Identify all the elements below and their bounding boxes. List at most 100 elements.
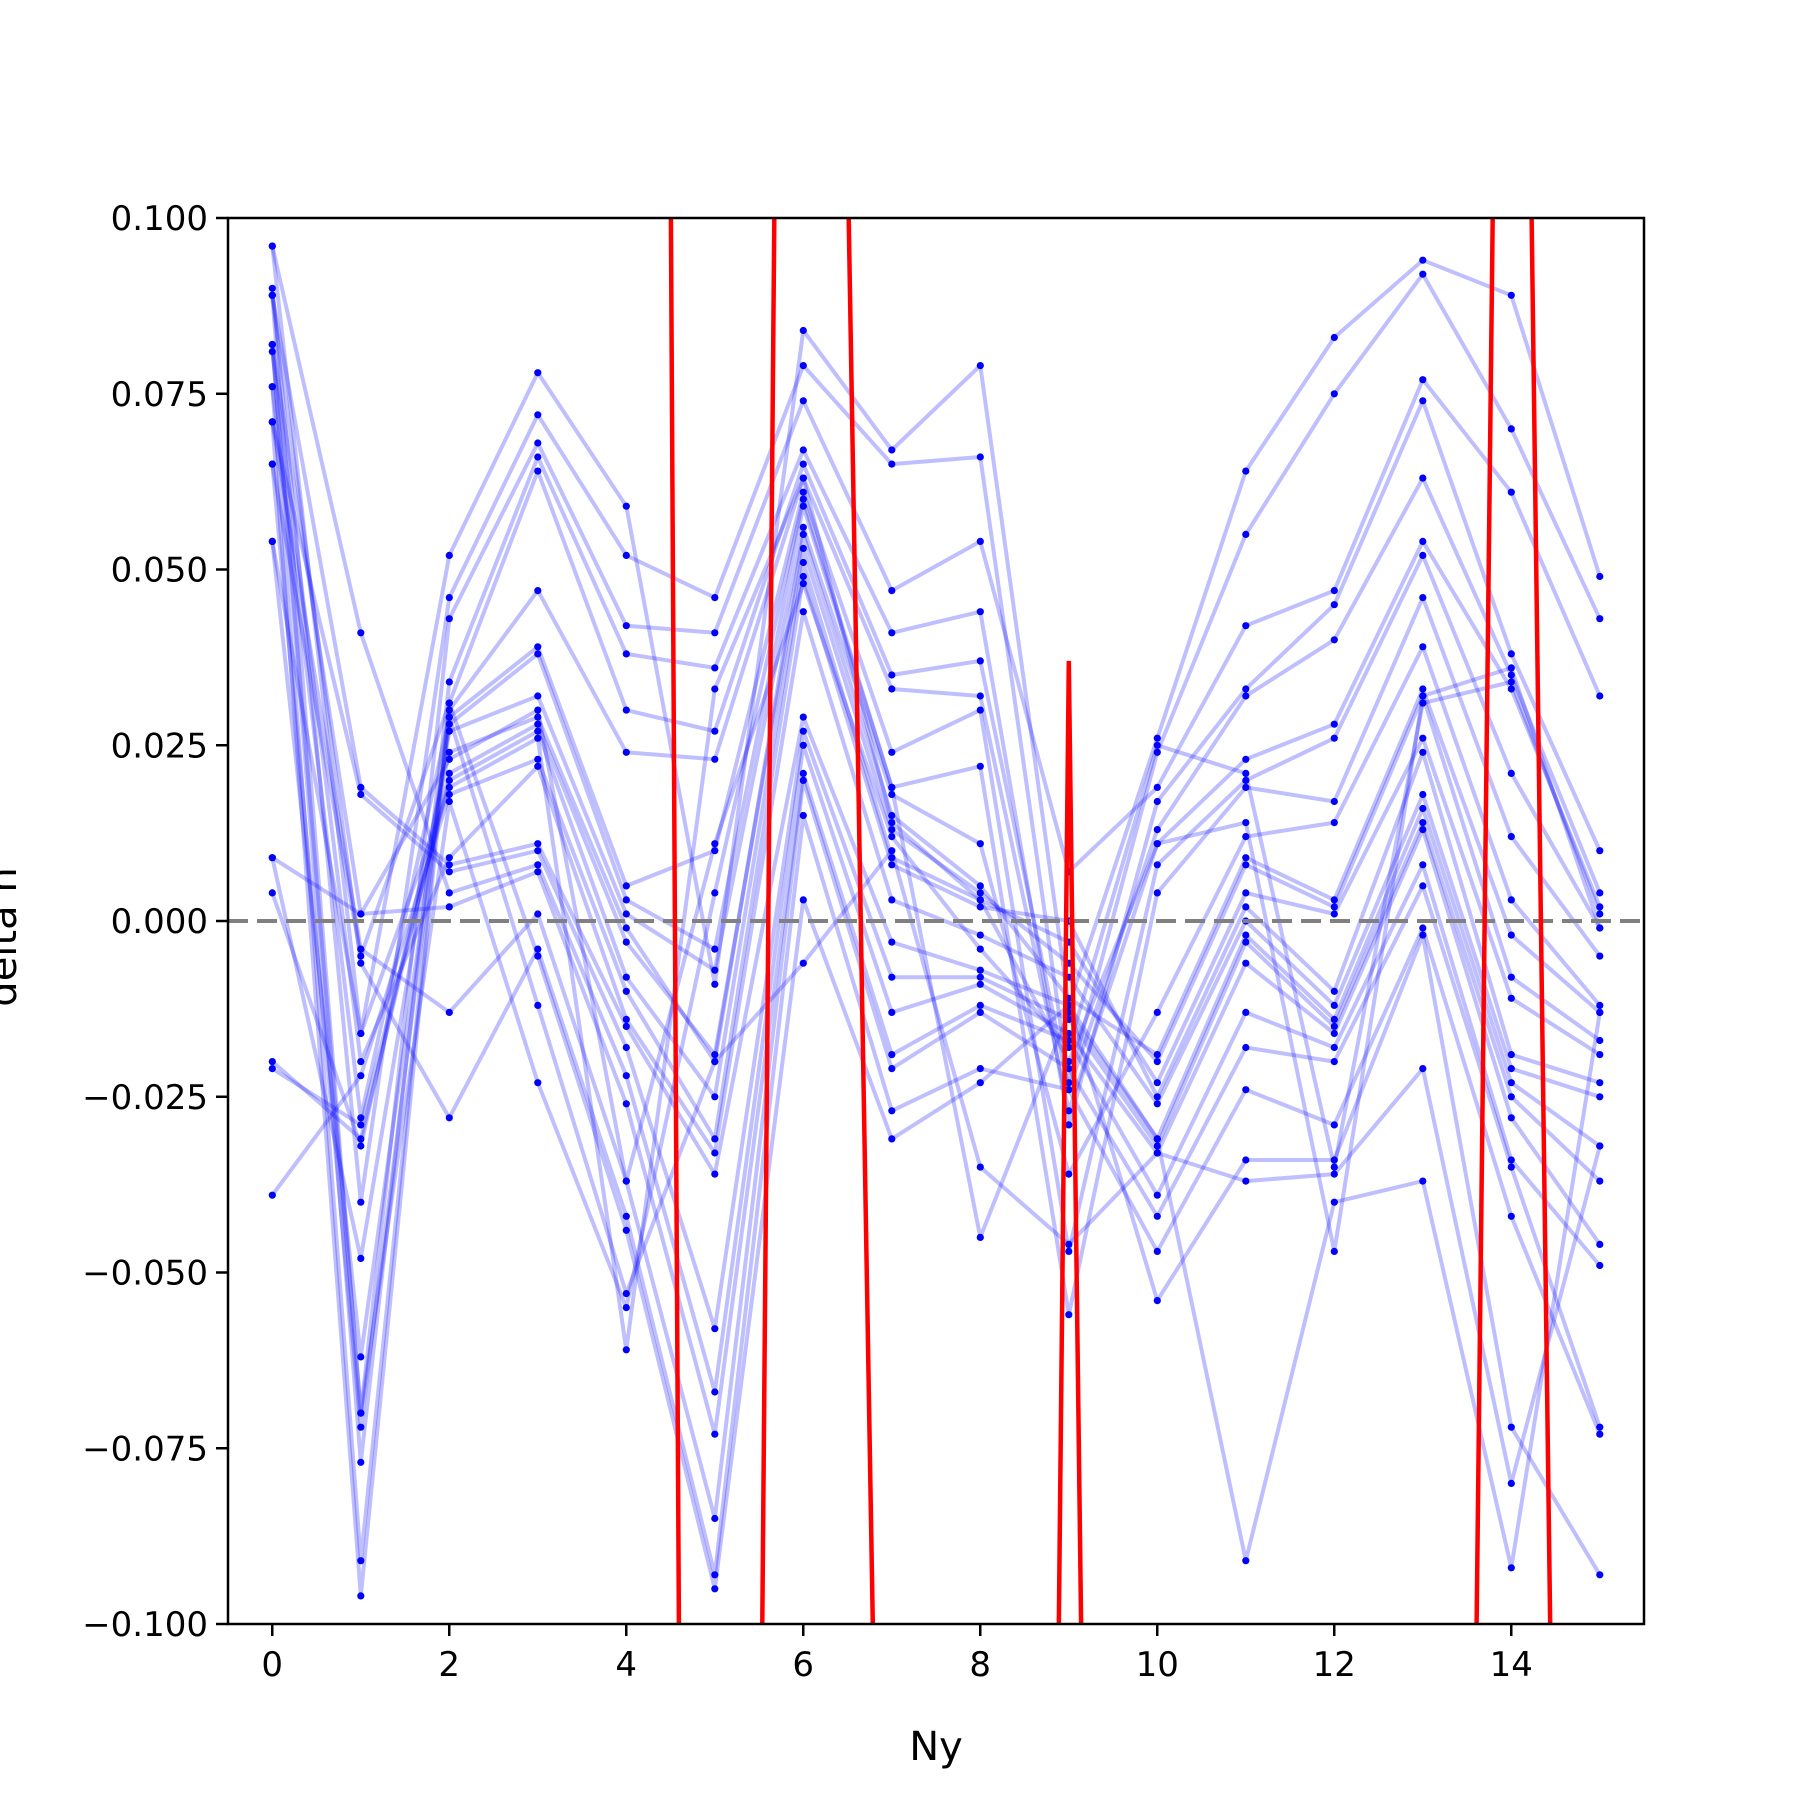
sample-point: [534, 692, 542, 700]
sample-point: [1596, 910, 1604, 918]
sample-point: [622, 551, 630, 560]
sample-point: [1507, 1065, 1515, 1073]
sample-point: [1330, 734, 1338, 742]
sample-point: [799, 488, 807, 496]
x-tick-label: 4: [615, 1645, 637, 1685]
sample-point: [1596, 1423, 1604, 1431]
sample-line-20: [270, 463, 1602, 1591]
sample-point: [445, 1008, 453, 1017]
sample-point: [1596, 1430, 1604, 1438]
sample-point: [976, 762, 984, 770]
sample-point: [445, 615, 453, 623]
sample-point: [534, 1079, 542, 1087]
sample-point: [976, 945, 984, 953]
sample-point: [534, 706, 542, 714]
sample-point: [357, 1135, 365, 1143]
sample-point: [711, 685, 719, 693]
sample-line-2: [270, 295, 1602, 1416]
sample-point: [799, 530, 807, 539]
sample-point: [888, 446, 896, 454]
sample-point: [1153, 1149, 1161, 1157]
sample-point: [1242, 622, 1250, 630]
sample-point: [1330, 1198, 1338, 1206]
sample-point: [1153, 797, 1161, 806]
sample-point: [534, 1001, 542, 1010]
sample-line-16: [270, 245, 1602, 1394]
sample-point: [1419, 1065, 1427, 1073]
x-tick-label: 0: [261, 1645, 283, 1685]
sample-point: [888, 783, 896, 792]
sample-point: [711, 1325, 719, 1333]
sample-line-4: [270, 386, 1602, 1563]
sample-point: [799, 580, 807, 588]
sample-point: [1330, 1022, 1338, 1030]
sample-point: [1153, 1297, 1161, 1305]
sample-point: [1242, 1177, 1250, 1185]
sample-point: [1596, 847, 1604, 855]
sample-point: [888, 861, 896, 869]
sample-point: [268, 348, 276, 356]
sample-point: [445, 1114, 453, 1122]
sample-point: [976, 608, 984, 616]
sample-point: [445, 790, 453, 799]
sample-point: [976, 706, 984, 714]
sample-point: [534, 439, 542, 447]
sample-point: [1596, 1079, 1604, 1087]
sample-point: [445, 861, 453, 869]
sample-point: [799, 523, 807, 531]
sample-point: [711, 1170, 719, 1178]
sample-point: [445, 769, 453, 778]
sample-point: [534, 734, 542, 742]
sample-point: [534, 910, 542, 918]
sample-point: [268, 889, 276, 897]
sample-point: [1507, 650, 1515, 658]
sample-point: [888, 671, 896, 679]
sample-point: [357, 1029, 365, 1038]
sample-point: [268, 291, 276, 299]
sample-line-19: [270, 295, 1602, 1577]
sample-point: [622, 924, 630, 932]
sample-point: [1419, 804, 1427, 813]
sample-point: [534, 713, 542, 721]
sample-point: [1330, 1170, 1338, 1178]
sample-point: [976, 1065, 984, 1073]
sample-point: [888, 854, 896, 862]
sample-line-18: [270, 421, 1602, 1521]
sample-point: [1419, 931, 1427, 939]
sample-point: [445, 854, 453, 862]
sample-point: [445, 678, 453, 686]
sample-point: [976, 840, 984, 848]
sample-point: [1330, 896, 1338, 904]
sample-point: [888, 460, 896, 468]
sample-point: [711, 1388, 719, 1396]
sample-point: [1242, 854, 1250, 862]
y-tick-label: −0.100: [82, 1605, 208, 1645]
sample-point: [888, 973, 896, 981]
sample-point: [534, 587, 542, 595]
sample-point: [711, 966, 719, 974]
sample-point: [1419, 819, 1427, 827]
sample-point: [711, 1058, 719, 1066]
sample-point: [1419, 685, 1427, 693]
sample-point: [1153, 1051, 1161, 1059]
sample-point: [799, 558, 807, 567]
sample-point: [1065, 1121, 1073, 1129]
sample-point: [711, 889, 719, 897]
sample-point: [799, 362, 807, 370]
sample-point: [976, 1001, 984, 1010]
sample-point: [1242, 861, 1250, 869]
sample-point: [1242, 692, 1250, 700]
sample-point: [1153, 741, 1161, 749]
sample-point: [1419, 882, 1427, 890]
sample-point: [711, 840, 719, 848]
sample-point: [888, 847, 896, 855]
sample-point: [799, 446, 807, 454]
sample-point: [799, 495, 807, 503]
sample-point: [1507, 685, 1515, 693]
sample-point: [888, 790, 896, 799]
sample-point: [445, 551, 453, 560]
sample-point: [534, 720, 542, 728]
sample-point: [1596, 615, 1604, 623]
sample-point: [268, 1058, 276, 1066]
sample-point: [1596, 924, 1604, 932]
